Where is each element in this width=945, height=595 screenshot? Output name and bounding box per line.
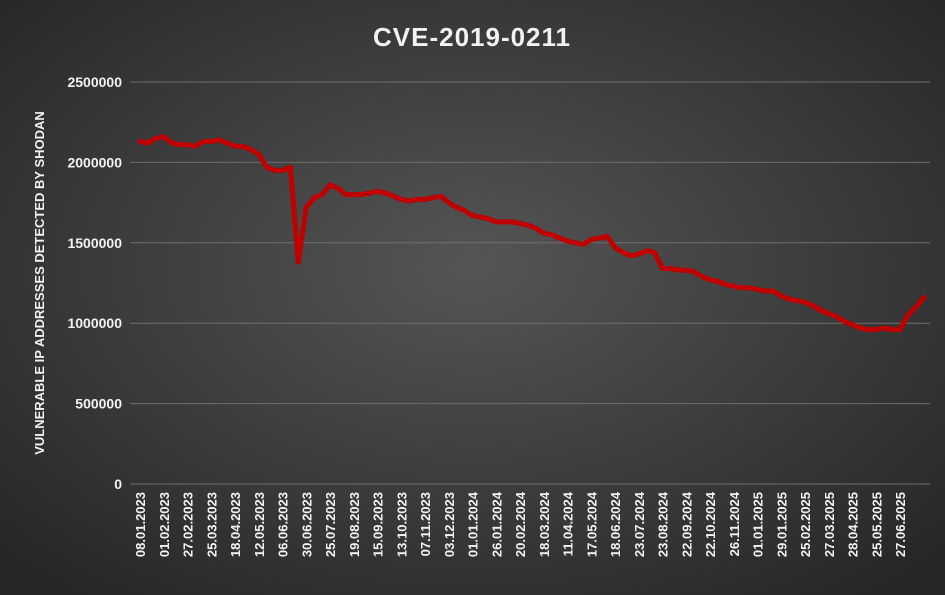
x-tick-label: 23.07.2024 bbox=[632, 491, 647, 557]
x-tick-label: 22.09.2024 bbox=[679, 491, 694, 557]
x-tick-label: 26.11.2024 bbox=[727, 491, 742, 556]
x-tick-label: 15.09.2023 bbox=[371, 492, 386, 557]
x-tick-label: 12.05.2023 bbox=[252, 492, 267, 557]
y-tick-label: 2000000 bbox=[67, 154, 122, 170]
chart-title: CVE-2019-0211 bbox=[373, 22, 571, 52]
x-tick-label: 23.08.2024 bbox=[656, 491, 671, 557]
x-tick-label: 11.04.2024 bbox=[561, 491, 576, 556]
x-tick-label: 08.01.2023 bbox=[133, 492, 148, 557]
x-tick-label: 27.02.2023 bbox=[181, 492, 196, 557]
y-tick-label: 0 bbox=[114, 476, 122, 492]
x-tick-label: 07.11.2023 bbox=[418, 492, 433, 556]
x-tick-label: 22.10.2024 bbox=[703, 491, 718, 557]
x-tick-label: 01.01.2025 bbox=[751, 492, 766, 557]
x-tick-label: 26.01.2024 bbox=[489, 491, 504, 557]
y-tick-label: 2500000 bbox=[67, 74, 122, 90]
x-tick-label: 01.01.2024 bbox=[466, 491, 481, 557]
x-tick-label: 27.06.2025 bbox=[893, 492, 908, 557]
x-tick-label: 01.02.2023 bbox=[157, 492, 172, 557]
x-tick-label: 27.03.2025 bbox=[822, 492, 837, 557]
x-tick-label: 18.04.2023 bbox=[228, 492, 243, 557]
x-tick-label: 17.05.2024 bbox=[584, 491, 599, 557]
x-tick-label: 25.05.2025 bbox=[869, 492, 884, 557]
x-tick-label: 19.08.2023 bbox=[347, 492, 362, 557]
x-tick-label: 29.01.2025 bbox=[774, 492, 789, 557]
x-tick-label: 30.06.2023 bbox=[299, 492, 314, 557]
y-tick-label: 1000000 bbox=[67, 315, 122, 331]
data-line bbox=[137, 134, 927, 333]
x-tick-label: 06.06.2023 bbox=[276, 492, 291, 557]
x-tick-label: 25.07.2023 bbox=[323, 492, 338, 557]
x-tick-label: 18.06.2024 bbox=[608, 491, 623, 557]
y-tick-label: 500000 bbox=[75, 396, 122, 412]
x-tick-label: 18.03.2024 bbox=[537, 491, 552, 557]
x-tick-label: 20.02.2024 bbox=[513, 491, 528, 557]
y-axis-label: VULNERABLE IP ADDRESSES DETECTED BY SHOD… bbox=[32, 111, 47, 455]
x-tick-label: 13.10.2023 bbox=[394, 492, 409, 557]
x-tick-label: 25.02.2025 bbox=[798, 492, 813, 557]
x-tick-label: 28.04.2025 bbox=[846, 492, 861, 557]
x-tick-label: 25.03.2023 bbox=[204, 492, 219, 557]
x-tick-label: 03.12.2023 bbox=[442, 492, 457, 557]
y-tick-label: 1500000 bbox=[67, 235, 122, 251]
